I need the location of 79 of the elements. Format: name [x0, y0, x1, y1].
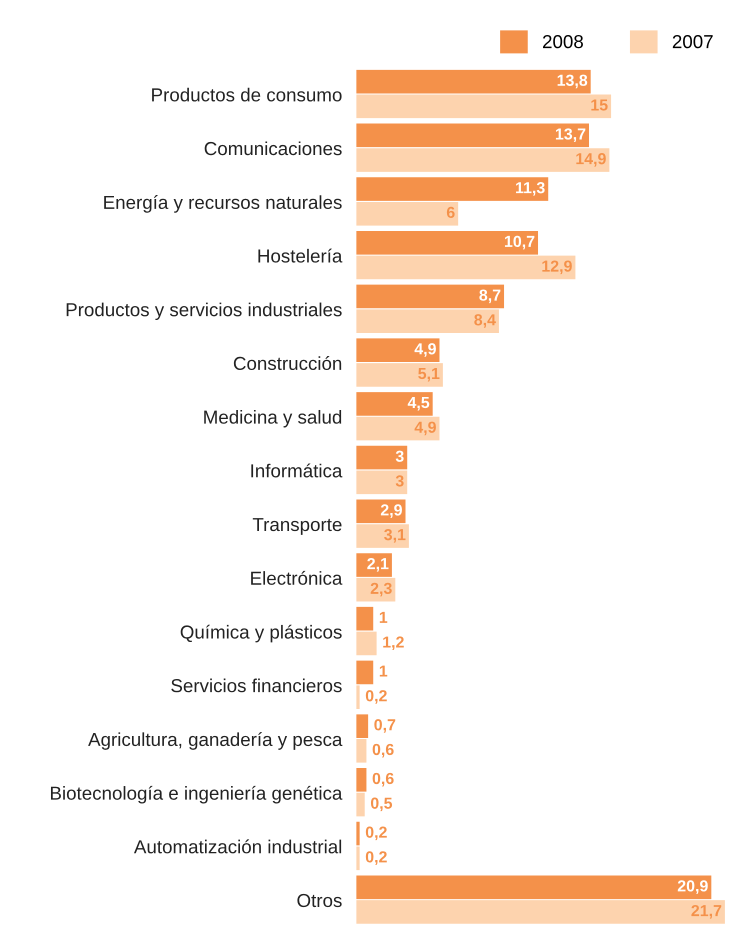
bar	[356, 148, 610, 172]
bar	[356, 177, 548, 201]
data-label: 2,9	[380, 504, 402, 518]
y-tick-label: Productos de consumo	[152, 88, 342, 102]
y-tick-label: Química y plásticos	[180, 624, 342, 642]
data-label: 0,6	[372, 772, 394, 786]
bar	[356, 714, 368, 738]
data-label: 6	[446, 206, 455, 218]
y-tick-label: Biotecnología e ingeniería genética	[50, 786, 342, 804]
bar	[356, 900, 725, 924]
bar	[356, 309, 499, 333]
data-label: 0,2	[366, 690, 387, 704]
y-tick-label: Medicina y salud	[204, 410, 342, 428]
data-label: 13,8	[558, 74, 588, 88]
bar	[356, 256, 576, 280]
data-label: 5,1	[418, 368, 440, 382]
y-tick-label: Electrónica	[251, 570, 342, 585]
bar	[356, 338, 440, 362]
bar	[356, 470, 408, 494]
y-tick-label: Energía y recursos naturales	[104, 195, 342, 213]
data-label: 0,7	[374, 719, 396, 733]
data-label: 3	[396, 450, 404, 462]
bar	[356, 230, 538, 255]
data-label: 14,9	[576, 153, 606, 167]
data-label: 2,3	[370, 582, 392, 596]
bar	[356, 822, 360, 846]
bar	[356, 524, 409, 548]
bar	[356, 553, 392, 577]
bar	[356, 632, 377, 656]
y-tick-label: Construcción	[234, 356, 342, 370]
data-label: 3,1	[384, 528, 406, 543]
data-label: 21,7	[691, 904, 722, 919]
y-tick-label: Hostelería	[258, 248, 342, 263]
y-tick-label: Servicios financieros	[171, 678, 342, 692]
bar	[356, 739, 366, 763]
data-label: 1,2	[383, 636, 404, 650]
data-label: 1	[380, 666, 388, 677]
bar	[356, 606, 374, 631]
legend-label: 2007	[672, 34, 713, 48]
data-label: 1	[380, 612, 388, 623]
y-tick-label: Agricultura, ganadería y pesca	[88, 732, 342, 750]
y-tick-label: Comunicaciones	[204, 141, 342, 156]
data-label: 2,1	[367, 558, 388, 572]
bar	[356, 94, 612, 118]
data-label: 8,7	[479, 289, 500, 304]
data-label: 10,7	[504, 236, 534, 250]
bar	[356, 70, 591, 94]
data-label: 0,6	[372, 744, 394, 758]
bar	[356, 446, 408, 470]
data-label: 8,4	[474, 314, 496, 328]
data-label: 4,5	[408, 397, 430, 410]
bar	[356, 363, 443, 387]
data-label: 0,2	[366, 851, 387, 865]
y-tick-label: Automatización industrial	[134, 839, 342, 854]
bar	[356, 875, 712, 900]
data-label: 0,5	[370, 798, 392, 812]
bar	[356, 416, 440, 440]
y-tick-label: Informática	[251, 463, 342, 478]
bar	[356, 660, 374, 684]
bar	[356, 202, 458, 226]
data-label: 3	[396, 475, 404, 487]
bar	[356, 392, 433, 416]
bar	[356, 768, 366, 792]
y-tick-label: Transporte	[252, 518, 342, 535]
legend-label: 2008	[543, 34, 583, 48]
data-label: 4,9	[414, 422, 436, 436]
data-label: 0,2	[366, 826, 387, 840]
data-label: 12,9	[542, 260, 572, 274]
y-tick-label: Productos y servicios industriales	[66, 302, 342, 320]
y-tick-label: Otros	[297, 894, 342, 908]
data-label: 15	[591, 99, 608, 111]
data-label: 20,9	[678, 880, 708, 894]
bar	[356, 284, 504, 308]
bar	[356, 792, 365, 816]
data-label: 11,3	[516, 182, 545, 196]
bar	[356, 499, 406, 524]
data-label: 13,7	[556, 128, 586, 142]
bar	[356, 124, 589, 148]
data-label: 4,9	[414, 343, 436, 357]
